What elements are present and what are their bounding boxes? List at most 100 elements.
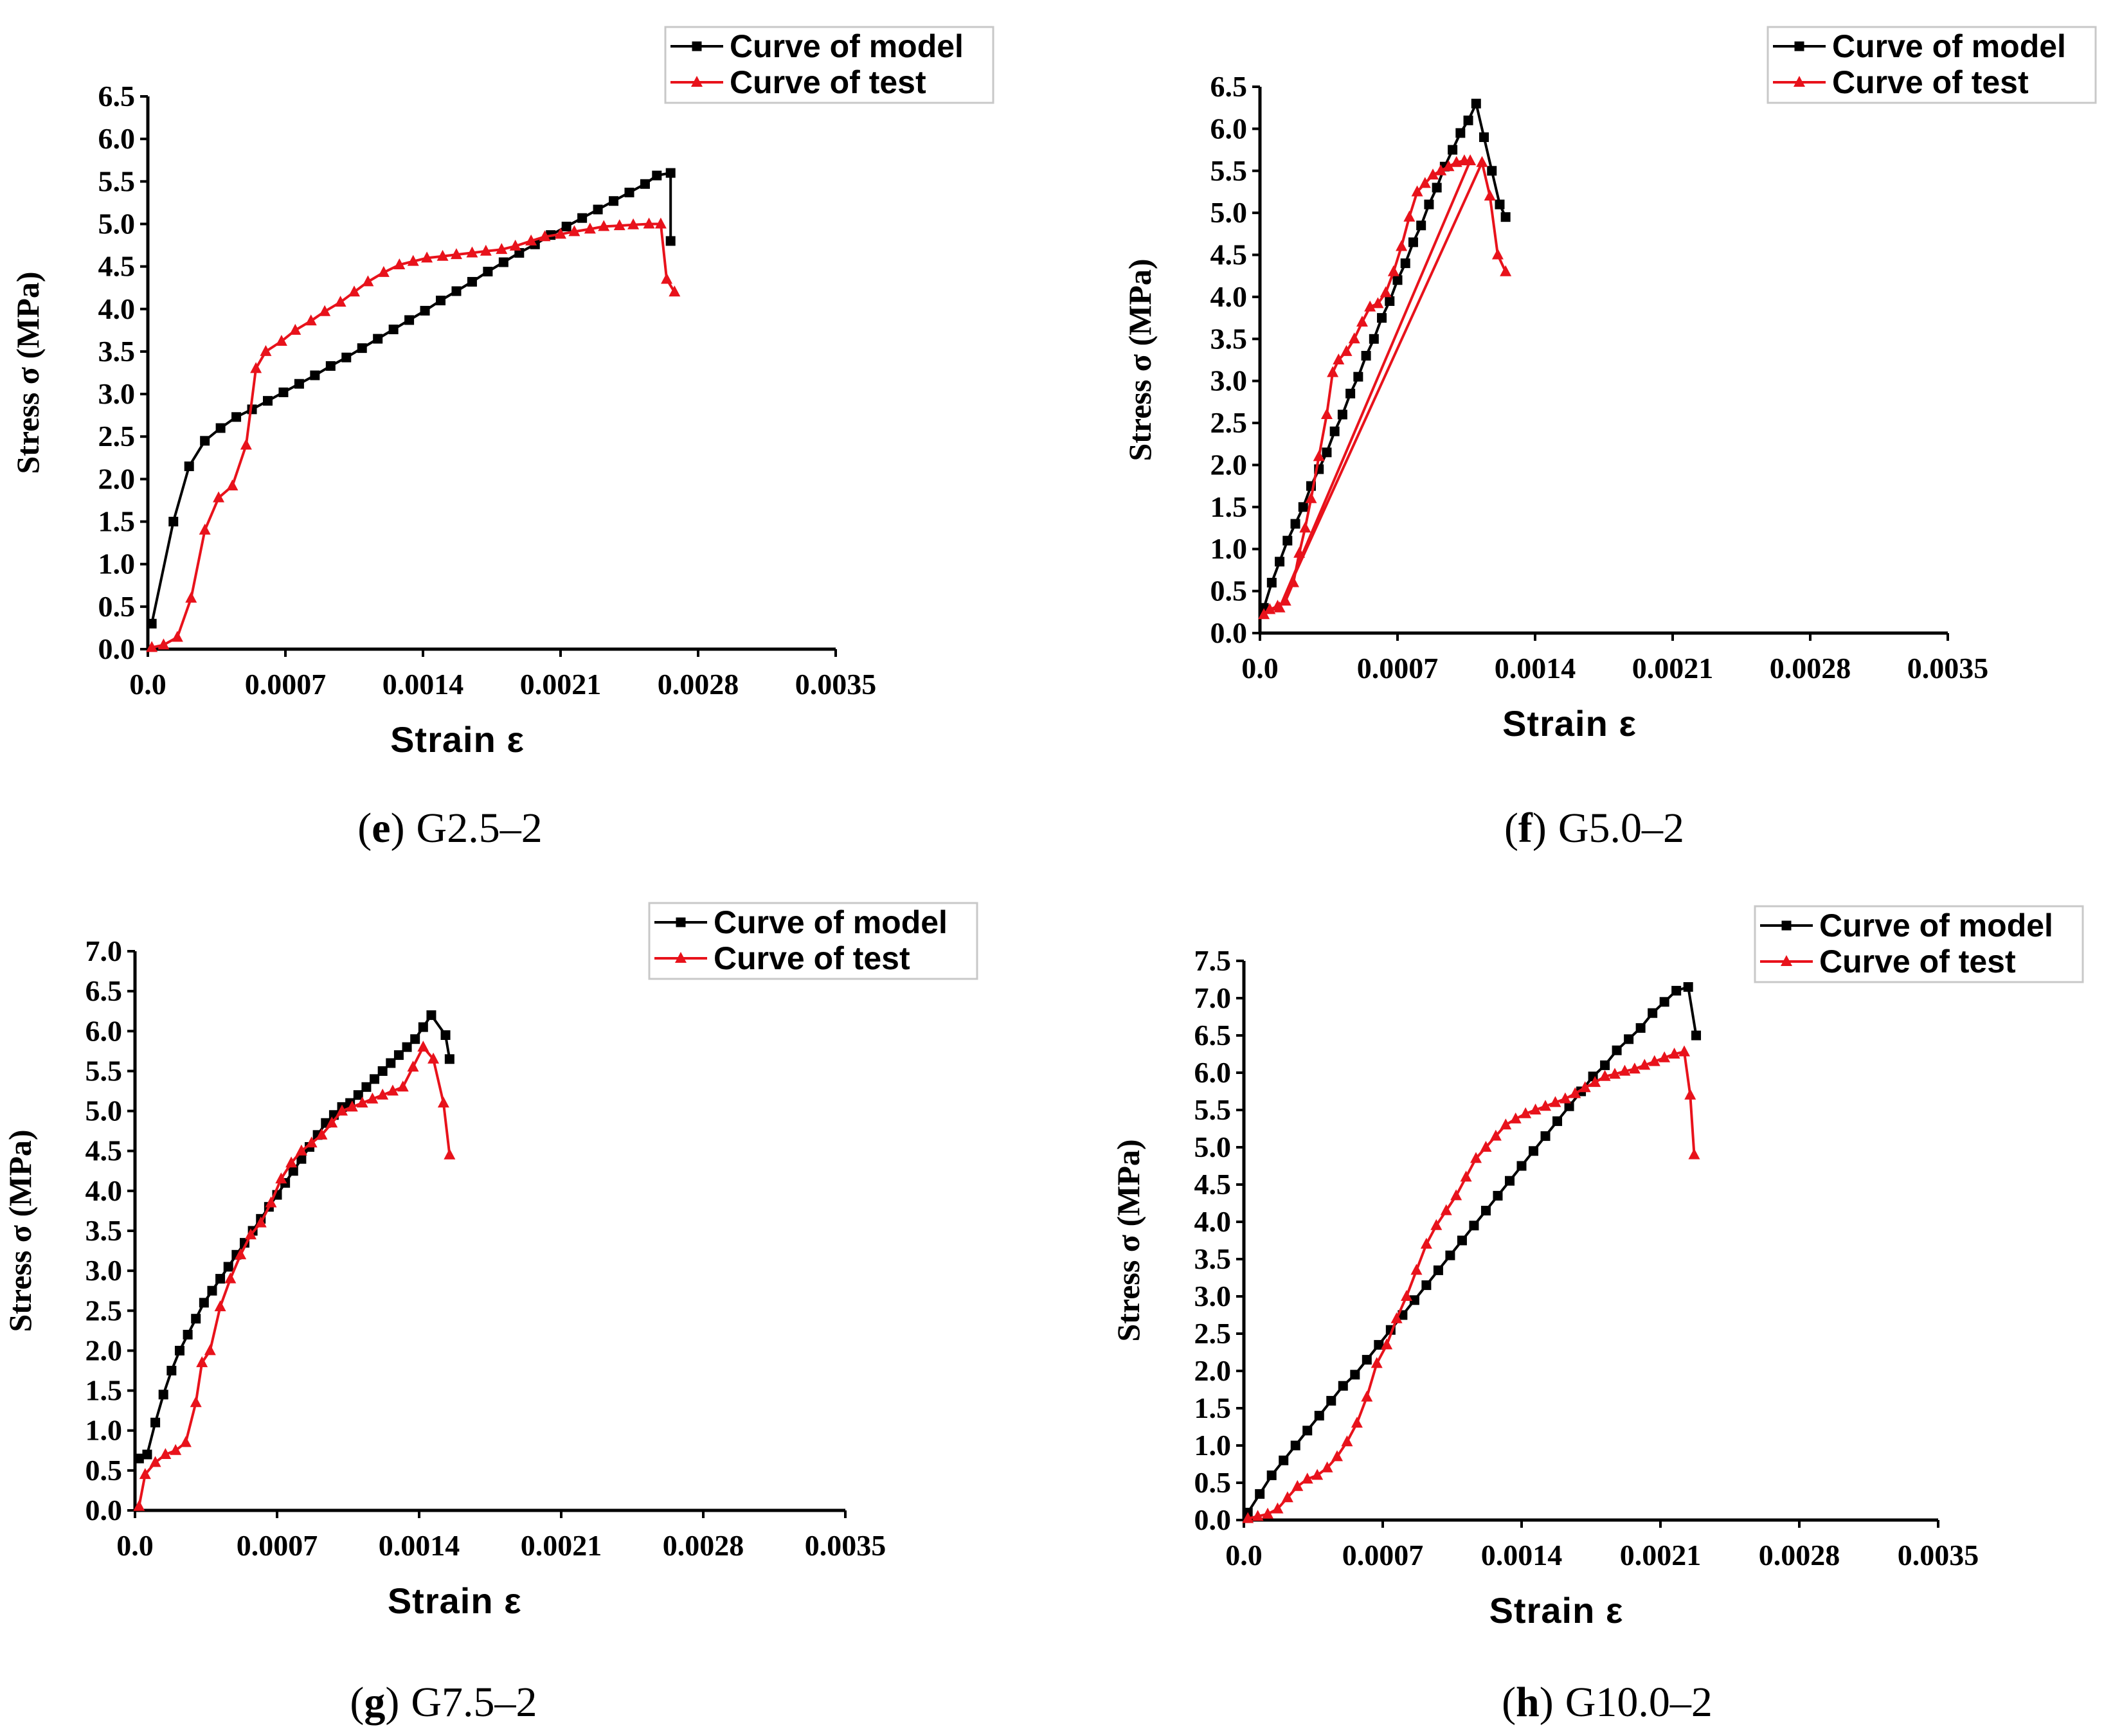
- y-tick-label: 1.5: [1194, 1391, 1232, 1424]
- data-point: [1262, 1507, 1274, 1519]
- caption-panel-letter: f: [1518, 805, 1533, 852]
- data-point: [450, 248, 462, 260]
- data-point: [226, 479, 238, 490]
- y-tick-label: 4.5: [98, 250, 136, 283]
- data-point: [1540, 1131, 1551, 1141]
- x-tick-label: 0.0: [1225, 1539, 1263, 1571]
- legend-label: Curve of test: [730, 64, 926, 100]
- data-point: [654, 217, 667, 229]
- x-tick-label: 0.0007: [237, 1529, 318, 1562]
- data-point: [190, 1396, 202, 1408]
- series-model: [1259, 98, 1511, 613]
- caption-panel-letter: g: [364, 1679, 385, 1726]
- data-point: [1440, 1204, 1452, 1215]
- series-model: [1243, 982, 1702, 1517]
- y-tick-label: 2.5: [98, 420, 136, 452]
- data-point: [1435, 164, 1447, 175]
- series-line: [151, 222, 676, 649]
- data-point: [146, 641, 158, 652]
- y-tick-label: 1.0: [1194, 1429, 1232, 1462]
- data-point: [133, 1499, 145, 1511]
- data-point: [1273, 601, 1286, 613]
- y-tick-label: 5.0: [1194, 1131, 1232, 1163]
- data-point: [149, 1456, 161, 1467]
- x-tick-label: 0.0007: [1357, 652, 1439, 685]
- y-tick-label: 1.0: [1210, 532, 1248, 565]
- x-tick-label: 0.0014: [1495, 652, 1576, 685]
- legend-marker: [1794, 41, 1804, 51]
- x-tick-label: 0.0035: [795, 668, 877, 701]
- data-point: [184, 461, 194, 472]
- data-point: [1350, 1370, 1360, 1380]
- series-test: [133, 1041, 456, 1511]
- y-tick-label: 6.0: [98, 122, 136, 155]
- data-point: [1671, 985, 1682, 996]
- data-point: [200, 436, 210, 446]
- data-point: [386, 1058, 396, 1068]
- y-tick-label: 0.5: [85, 1454, 123, 1487]
- data-point: [1326, 1395, 1336, 1406]
- data-point: [336, 1104, 348, 1116]
- data-point: [1282, 535, 1293, 546]
- data-point: [1479, 132, 1489, 142]
- caption-panel-letter: e: [372, 805, 390, 852]
- caption-paren-open: (: [357, 805, 372, 852]
- data-point: [362, 275, 374, 287]
- data-point: [1579, 1081, 1591, 1093]
- data-point: [373, 334, 383, 344]
- x-axis-title: Strain ε: [390, 719, 525, 760]
- data-point: [366, 1092, 379, 1104]
- caption-paren-close: ): [385, 1679, 399, 1726]
- data-point: [275, 1172, 287, 1184]
- data-point: [265, 1196, 277, 1208]
- data-point: [346, 1100, 358, 1112]
- y-axis-title: Stress σ (MPa): [1110, 1139, 1146, 1341]
- data-point: [1529, 1146, 1539, 1156]
- data-point: [421, 251, 433, 263]
- data-point: [388, 325, 399, 335]
- series-line: [1263, 159, 1507, 616]
- data-point: [417, 1041, 429, 1052]
- caption-specimen-name: G2.5–2: [417, 805, 543, 852]
- data-point: [1291, 1480, 1304, 1491]
- data-point: [1369, 334, 1379, 344]
- chart-panel-f: 0.0 0.5 1.0 1.5 2.0 2.5 3.0 3.5 4.0 4.5 5.0 5.5 6.0 6…: [1122, 26, 2097, 852]
- data-point: [262, 396, 273, 406]
- data-point: [326, 1116, 338, 1128]
- y-tick-label: 2.0: [1210, 448, 1248, 481]
- y-tick-label: 3.0: [1210, 364, 1248, 397]
- y-tick-label: 5.5: [85, 1054, 123, 1087]
- data-point: [1559, 1092, 1571, 1104]
- y-tick-label: 7.0: [1194, 981, 1232, 1014]
- data-point: [1471, 98, 1481, 109]
- data-point: [1427, 168, 1439, 180]
- data-point: [199, 1298, 209, 1308]
- data-point: [356, 1096, 368, 1108]
- data-point: [467, 276, 477, 287]
- data-point: [1684, 1088, 1696, 1100]
- y-tick-label: 5.0: [1210, 196, 1248, 229]
- data-point: [1500, 265, 1512, 276]
- data-point: [215, 1274, 226, 1284]
- y-tick-label: 4.5: [1194, 1168, 1232, 1201]
- data-point: [1341, 1435, 1353, 1447]
- x-tick-label: 0.0028: [658, 668, 739, 701]
- legend-marker: [691, 76, 703, 87]
- data-point: [444, 1054, 454, 1064]
- legend-marker: [1781, 920, 1792, 931]
- data-point: [568, 225, 580, 237]
- data-point: [437, 1096, 449, 1108]
- panel-caption: (e) G2.5–2: [357, 805, 542, 852]
- data-point: [1242, 1512, 1254, 1523]
- y-tick-label: 2.0: [85, 1334, 123, 1366]
- x-tick-label: 0.0: [129, 668, 166, 701]
- data-point: [1305, 492, 1317, 503]
- data-point: [166, 1366, 177, 1375]
- data-point: [440, 1030, 451, 1040]
- y-tick-label: 5.5: [1194, 1093, 1232, 1126]
- x-tick-label: 0.0: [1241, 652, 1279, 685]
- data-point: [1599, 1069, 1611, 1081]
- x-tick-label: 0.0035: [805, 1529, 886, 1562]
- data-point: [158, 1390, 168, 1400]
